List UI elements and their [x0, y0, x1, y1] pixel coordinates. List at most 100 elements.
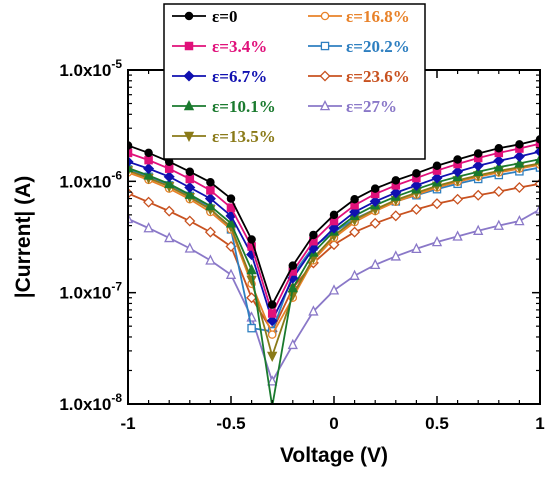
data-point [328, 239, 340, 251]
y-tick-label: 1.0x10-6 [59, 168, 122, 191]
x-tick-label: 1 [535, 414, 544, 433]
data-point [349, 206, 361, 218]
legend-swatch-marker [320, 11, 330, 21]
data-point [493, 161, 504, 172]
legend-swatch-marker [183, 70, 195, 82]
series-line [128, 182, 540, 334]
legend-swatch-marker [320, 41, 330, 51]
data-point [431, 198, 443, 210]
data-point [473, 149, 483, 158]
data-point [164, 164, 174, 173]
series-2 [128, 146, 540, 327]
data-point [143, 196, 155, 208]
data-point [163, 205, 175, 217]
data-point [205, 254, 216, 265]
data-point [308, 305, 319, 316]
y-tick-label: 1.0x10-5 [59, 57, 122, 80]
series-layer [128, 135, 540, 404]
data-point [328, 222, 340, 234]
x-tick-label: -0.5 [216, 414, 245, 433]
data-point [410, 203, 422, 215]
data-point [287, 282, 298, 293]
legend-label: ε=27% [346, 97, 397, 116]
legend-swatch-marker [184, 41, 194, 51]
data-point [350, 195, 359, 204]
data-point [143, 163, 155, 175]
data-point [288, 261, 298, 270]
data-point [472, 189, 484, 201]
data-point [431, 172, 443, 184]
legend-label: ε=16.8% [346, 7, 410, 26]
legend-item: ε=13.5% [172, 127, 276, 146]
legend-swatch-marker [319, 99, 331, 111]
data-point [143, 169, 154, 180]
data-point [328, 284, 340, 295]
legend-swatch-marker [183, 99, 195, 111]
data-point [247, 235, 256, 244]
data-point [452, 193, 464, 205]
data-point [266, 315, 278, 327]
data-point [534, 153, 540, 164]
data-point [390, 250, 401, 261]
legend-label: ε=13.5% [212, 127, 276, 146]
legend-swatch-marker [184, 11, 194, 21]
legend-item: ε=20.2% [308, 37, 410, 56]
data-point [184, 215, 196, 227]
data-point [247, 323, 256, 333]
data-point [535, 139, 540, 148]
data-point [534, 203, 540, 214]
legend-label: ε=23.6% [346, 67, 410, 86]
data-point [164, 231, 175, 243]
data-point [185, 167, 195, 176]
data-point [204, 193, 216, 205]
data-point [225, 268, 237, 279]
legend-item: ε=6.7% [172, 67, 267, 86]
data-point [163, 171, 175, 183]
ticks-layer: -1 -0.5 0 0.5 1 1.0x10-8 1.0x10-7 1.0x10-6 1.0x1… [59, 57, 544, 433]
legend-item: ε=27% [308, 97, 397, 116]
data-point [206, 178, 215, 187]
data-point [369, 217, 381, 229]
legend-label: ε=0 [212, 7, 237, 26]
y-tick-label: 1.0x10-7 [59, 280, 122, 303]
data-point [204, 226, 216, 238]
data-point [267, 309, 277, 318]
data-point [370, 258, 381, 270]
legend: ε=0 ε=3.4% ε=6.7% ε=10.1% ε=13.5% ε=16.8% ε=20… [163, 3, 426, 160]
data-point [225, 217, 237, 228]
legend-label: ε=3.4% [212, 37, 267, 56]
legend-item: ε=10.1% [172, 97, 276, 116]
data-point [184, 188, 195, 199]
data-point [143, 222, 154, 233]
data-point [164, 177, 175, 189]
data-point [514, 157, 525, 168]
x-tick-label: 0.5 [425, 414, 449, 433]
data-point [246, 263, 257, 275]
legend-item: ε=0 [172, 7, 237, 26]
legend-label: ε=20.2% [346, 37, 410, 56]
legend-swatch-marker [183, 131, 195, 143]
data-point [473, 224, 484, 235]
data-point [370, 184, 380, 193]
data-point [452, 166, 464, 178]
data-point [369, 195, 381, 207]
data-point [432, 161, 442, 171]
legend-swatch-marker [319, 70, 331, 82]
series-7 [128, 178, 540, 337]
y-axis-title: |Current| (A) [12, 176, 35, 299]
legend-item: ε=3.4% [172, 37, 267, 56]
data-point [267, 375, 278, 386]
legend-item: ε=23.6% [308, 67, 410, 86]
data-point [185, 174, 195, 184]
data-point [534, 146, 540, 158]
data-point [453, 155, 462, 164]
data-point [329, 210, 339, 220]
x-axis-title: Voltage (V) [280, 444, 388, 467]
data-point [513, 181, 525, 194]
data-point [205, 199, 216, 211]
data-point [452, 230, 463, 241]
data-point [287, 338, 298, 350]
data-point [144, 155, 153, 165]
data-point [390, 187, 402, 199]
data-point [493, 219, 504, 230]
